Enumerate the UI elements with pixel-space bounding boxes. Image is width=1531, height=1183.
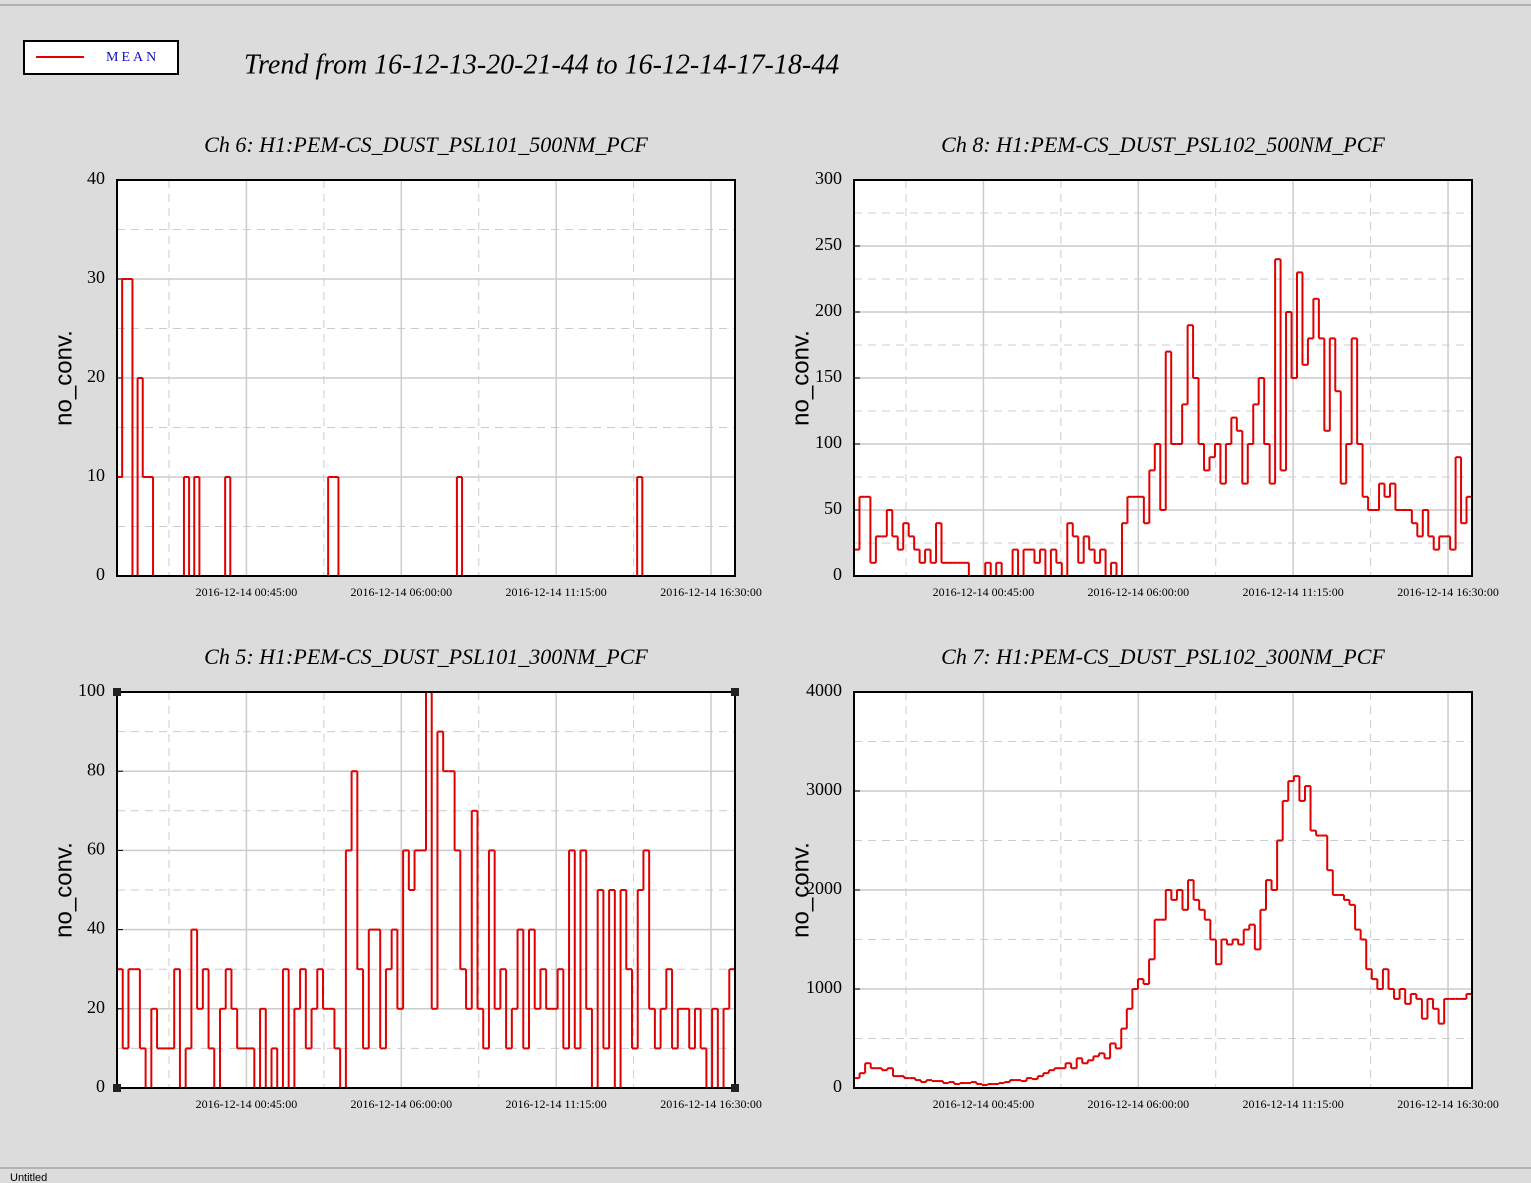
y-tick-label: 250 xyxy=(815,234,842,254)
y-tick-label: 150 xyxy=(815,366,842,386)
y-tick-label: 3000 xyxy=(806,779,842,799)
y-tick-label: 50 xyxy=(824,498,842,518)
y-tick-label: 40 xyxy=(87,918,105,938)
legend-label: MEAN xyxy=(106,50,159,65)
y-tick-label: 4000 xyxy=(806,680,842,700)
x-tick-label: 2016-12-14 00:45:00 xyxy=(933,1097,1035,1111)
page-title: Trend from 16-12-13-20-21-44 to 16-12-14… xyxy=(244,49,839,80)
y-tick-label: 2000 xyxy=(806,878,842,898)
x-tick-label: 2016-12-14 16:30:00 xyxy=(660,1097,762,1111)
x-tick-label: 2016-12-14 16:30:00 xyxy=(1397,585,1499,599)
y-axis-label: no_conv. xyxy=(787,842,814,938)
y-tick-label: 0 xyxy=(833,1076,842,1096)
y-tick-label: 300 xyxy=(815,168,842,188)
x-tick-label: 2016-12-14 06:00:00 xyxy=(350,585,452,599)
y-tick-label: 1000 xyxy=(806,977,842,997)
plot-frame xyxy=(116,179,736,577)
y-tick-label: 100 xyxy=(78,680,105,700)
plot-frame xyxy=(853,691,1473,1089)
y-tick-label: 80 xyxy=(87,759,105,779)
x-tick-label: 2016-12-14 00:45:00 xyxy=(196,1097,298,1111)
y-tick-label: 20 xyxy=(87,366,105,386)
y-tick-label: 0 xyxy=(96,1076,105,1096)
x-tick-label: 2016-12-14 11:15:00 xyxy=(1243,1097,1344,1111)
x-tick-label: 2016-12-14 11:15:00 xyxy=(1243,585,1344,599)
y-tick-label: 20 xyxy=(87,997,105,1017)
x-tick-label: 2016-12-14 06:00:00 xyxy=(1087,1097,1189,1111)
y-tick-label: 40 xyxy=(87,168,105,188)
x-tick-label: 2016-12-14 16:30:00 xyxy=(660,585,762,599)
chart-title: Ch 8: H1:PEM-CS_DUST_PSL102_500NM_PCF xyxy=(941,132,1385,157)
chart-title: Ch 7: H1:PEM-CS_DUST_PSL102_300NM_PCF xyxy=(941,644,1385,669)
selection-handle xyxy=(113,1084,121,1092)
y-tick-label: 60 xyxy=(87,839,105,859)
y-tick-label: 0 xyxy=(833,564,842,584)
x-tick-label: 2016-12-14 11:15:00 xyxy=(506,1097,607,1111)
y-tick-label: 10 xyxy=(87,465,105,485)
selection-handle xyxy=(731,688,739,696)
chart-title: Ch 5: H1:PEM-CS_DUST_PSL101_300NM_PCF xyxy=(204,644,648,669)
selection-handle xyxy=(113,688,121,696)
x-tick-label: 2016-12-14 11:15:00 xyxy=(506,585,607,599)
x-tick-label: 2016-12-14 00:45:00 xyxy=(196,585,298,599)
y-tick-label: 200 xyxy=(815,300,842,320)
y-axis-label: no_conv. xyxy=(787,330,814,426)
chart-title: Ch 6: H1:PEM-CS_DUST_PSL101_500NM_PCF xyxy=(204,132,648,157)
y-tick-label: 30 xyxy=(87,267,105,287)
y-axis-label: no_conv. xyxy=(50,330,77,426)
x-tick-label: 2016-12-14 16:30:00 xyxy=(1397,1097,1499,1111)
y-tick-label: 0 xyxy=(96,564,105,584)
x-tick-label: 2016-12-14 06:00:00 xyxy=(350,1097,452,1111)
status-text: Untitled xyxy=(10,1172,47,1183)
plot-frame xyxy=(116,691,736,1089)
selection-handle xyxy=(731,1084,739,1092)
y-tick-label: 100 xyxy=(815,432,842,452)
x-tick-label: 2016-12-14 00:45:00 xyxy=(933,585,1035,599)
plot-frame xyxy=(853,179,1473,577)
y-axis-label: no_conv. xyxy=(50,842,77,938)
x-tick-label: 2016-12-14 06:00:00 xyxy=(1087,585,1189,599)
